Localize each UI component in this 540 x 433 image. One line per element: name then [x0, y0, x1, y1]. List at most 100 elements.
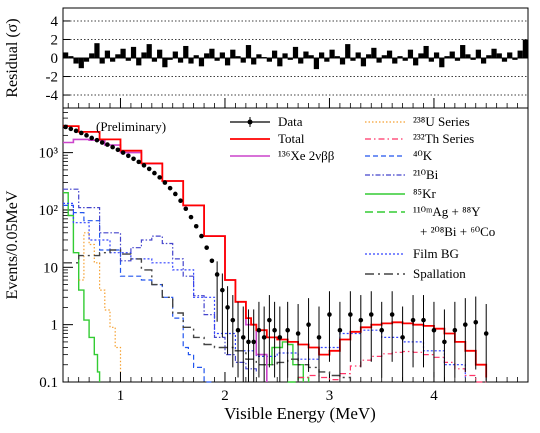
residual-bar [350, 58, 356, 61]
residual-bar [110, 58, 116, 62]
residual-bar [261, 57, 267, 58]
residual-bar [360, 58, 367, 67]
data-point [256, 327, 262, 333]
residual-bar [319, 52, 325, 58]
data-point [473, 319, 479, 325]
residual-bar [486, 55, 492, 58]
residual-bars [63, 39, 528, 70]
residual-bar [141, 52, 147, 58]
residual-bar [219, 52, 225, 58]
data-point [306, 322, 311, 327]
data-point [389, 312, 395, 317]
y-axis-label: Events/0.05MeV [4, 190, 21, 299]
residual-bar [501, 58, 508, 62]
residual-bar [444, 56, 450, 58]
residual-bar [465, 54, 471, 58]
legend-label-u238: ²³⁸U Series [413, 114, 470, 129]
residual-bar [298, 58, 304, 64]
residual-bar [271, 50, 278, 58]
residual-bar [183, 45, 189, 58]
series-bi210 [63, 188, 257, 374]
residual-bar [162, 58, 168, 68]
residual-bar [496, 53, 502, 58]
residual-bar [94, 43, 100, 58]
residual-bar [198, 58, 205, 67]
data-point [115, 147, 121, 153]
data-point [452, 327, 458, 333]
y-tick-label: 10 [43, 260, 58, 276]
data-point [337, 327, 343, 333]
residual-bar [68, 56, 74, 58]
residual-bar [157, 49, 163, 58]
residual-bar [475, 49, 481, 58]
residual-bar [251, 58, 257, 65]
residual-bar [308, 55, 314, 58]
data-point [178, 198, 183, 204]
spectrum-panel: 0.1 1 10 10² 10³ 1 2 3 4 (Preliminary) Data Total… [4, 98, 529, 423]
residual-bar [277, 58, 283, 67]
residual-bar [345, 44, 351, 58]
residual-bar [381, 55, 387, 58]
data-point [141, 163, 147, 168]
data-point [483, 331, 489, 336]
data-point [410, 317, 416, 323]
data-point [358, 317, 364, 323]
residual-bar [151, 58, 158, 62]
residual-bar [480, 58, 487, 64]
data-point [167, 185, 173, 191]
residual-bar [188, 58, 194, 64]
data-point [94, 137, 100, 143]
series-kr85 [63, 192, 101, 382]
residual-bar [433, 52, 440, 58]
residual-bar [397, 56, 403, 58]
data-point [183, 206, 189, 212]
data-point [99, 140, 105, 145]
residual-bar [507, 52, 513, 58]
residual-bar [230, 49, 236, 58]
data-point [442, 339, 447, 345]
data-point [136, 159, 142, 165]
residual-bar [522, 39, 528, 58]
data-point [157, 175, 162, 180]
residual-bar [470, 58, 476, 60]
series-k40 [63, 204, 215, 383]
y-tick-label: 0.1 [39, 375, 58, 391]
y-tick-label: 10² [39, 203, 59, 219]
residual-bar [334, 56, 340, 58]
data-point [368, 312, 374, 317]
residual-bar [313, 58, 320, 70]
residual-bar [240, 58, 246, 63]
legend-label-agm_cont: + ²⁰⁸Bi + ⁶⁰Co [420, 224, 495, 239]
residual-bar [517, 50, 523, 58]
residual-bar [329, 49, 335, 58]
data-point [261, 335, 267, 340]
data-point [235, 327, 241, 333]
residual-bar [99, 58, 105, 64]
residual-bar [78, 58, 84, 69]
data-point [199, 233, 204, 239]
residual-bar [130, 46, 137, 58]
residual-bar [392, 58, 398, 64]
data-point [316, 335, 322, 340]
data-point [120, 150, 126, 155]
x-tick-label: 1 [117, 388, 125, 404]
residual-bar [454, 58, 461, 61]
residual-bar [339, 58, 346, 65]
residual-bar [204, 53, 210, 58]
legend-label-total: Total [278, 131, 305, 146]
legend-label-th232: ²³²Th Series [413, 131, 474, 146]
residual-bar [287, 58, 293, 60]
residual-bar [125, 58, 131, 61]
data-point [285, 327, 290, 333]
x-tick-label: 4 [430, 388, 438, 404]
residual-bar [266, 58, 272, 62]
residual-bar [146, 44, 152, 58]
data-point [209, 258, 215, 264]
spectrum-series [63, 124, 489, 383]
residual-bar [423, 45, 429, 58]
data-point [63, 124, 68, 130]
data-point [277, 335, 283, 340]
residual-bar [407, 49, 414, 58]
data-point [272, 327, 277, 333]
